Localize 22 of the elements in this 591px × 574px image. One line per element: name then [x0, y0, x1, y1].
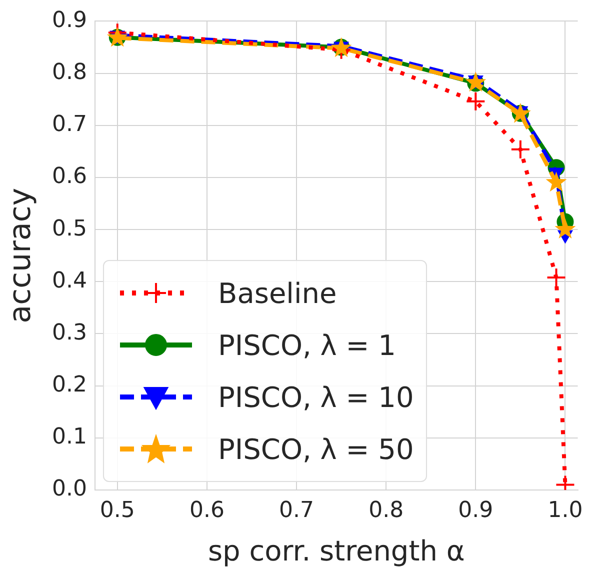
y-tick-label: 0.3	[52, 320, 87, 346]
x-tick-label: 0.7	[279, 498, 314, 523]
x-tick-label: 0.8	[368, 498, 404, 523]
legend-label: Baseline	[218, 276, 337, 310]
y-tick-label: 0.2	[52, 372, 87, 398]
y-tick-label: 0.7	[52, 112, 87, 138]
x-tick-label: 1.0	[548, 498, 583, 523]
legend-label: PISCO, λ = 10	[218, 380, 414, 414]
legend-label: PISCO, λ = 50	[218, 432, 414, 466]
y-tick-label: 0.8	[52, 60, 87, 86]
legend-label: PISCO, λ = 1	[218, 328, 396, 362]
y-tick-label: 0.6	[52, 164, 87, 190]
y-tick-label: 0.1	[52, 424, 87, 450]
x-tick-label: 0.6	[189, 498, 224, 523]
y-tick-label: 0.5	[52, 216, 87, 242]
x-axis-title: sp corr. strength α	[208, 534, 465, 568]
x-tick-label: 0.5	[100, 498, 135, 523]
x-tick-label: 0.9	[458, 498, 494, 523]
y-tick-label: 0.0	[52, 476, 87, 502]
y-tick-label: 0.4	[52, 268, 87, 294]
y-tick-label: 0.9	[52, 8, 87, 33]
y-axis-title: accuracy	[2, 188, 38, 324]
